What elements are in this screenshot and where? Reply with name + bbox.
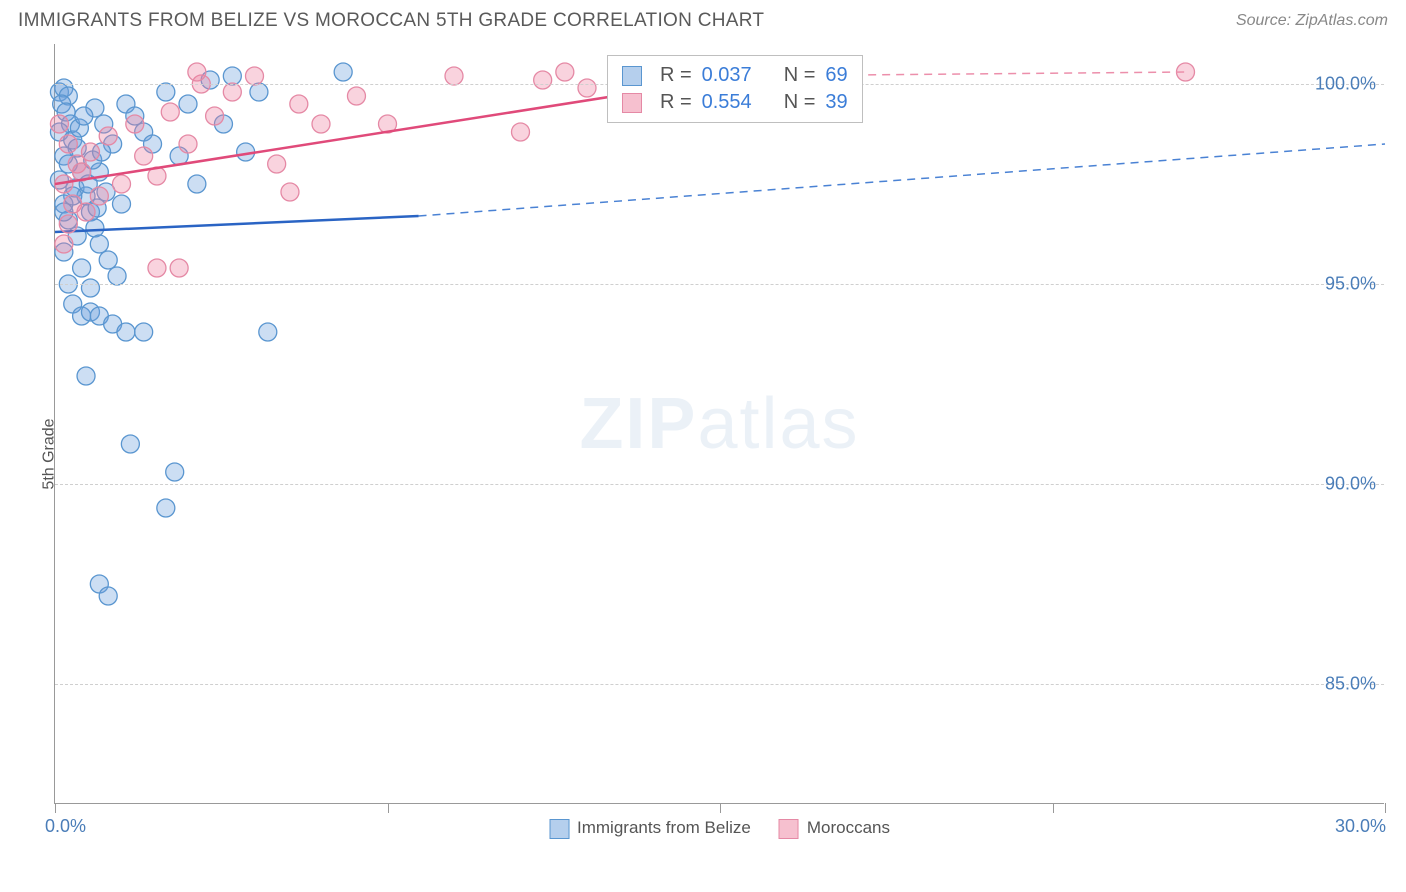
- r-value: 0.037: [702, 64, 752, 87]
- x-tick: [720, 803, 721, 813]
- data-point: [170, 259, 188, 277]
- legend-label: Immigrants from Belize: [577, 818, 751, 837]
- data-point: [108, 267, 126, 285]
- legend-item: Immigrants from Belize: [549, 818, 751, 839]
- data-point: [75, 107, 93, 125]
- data-point: [113, 195, 131, 213]
- series-legend: Immigrants from Belize Moroccans: [549, 818, 890, 839]
- x-tick: [55, 803, 56, 813]
- n-label: N =: [784, 64, 816, 87]
- chart-svg: [55, 44, 1385, 804]
- y-tick-label: 85.0%: [1325, 674, 1376, 695]
- gridline: [55, 484, 1384, 485]
- x-tick: [1385, 803, 1386, 813]
- data-point: [99, 127, 117, 145]
- legend-swatch: [779, 819, 799, 839]
- stats-legend-row: R = 0.037 N = 69: [622, 62, 848, 89]
- x-tick: [388, 803, 389, 813]
- legend-swatch: [622, 66, 642, 86]
- y-tick-label: 90.0%: [1325, 474, 1376, 495]
- x-tick-label: 0.0%: [45, 816, 86, 837]
- legend-item: Moroccans: [779, 818, 890, 839]
- data-point: [161, 103, 179, 121]
- data-point: [59, 215, 77, 233]
- data-point: [135, 323, 153, 341]
- trend-line-ext: [419, 144, 1385, 216]
- r-label: R =: [660, 64, 692, 87]
- data-point: [556, 63, 574, 81]
- gridline: [55, 684, 1384, 685]
- data-point: [334, 63, 352, 81]
- data-point: [55, 235, 73, 253]
- x-tick-label: 30.0%: [1335, 816, 1386, 837]
- data-point: [126, 115, 144, 133]
- trend-line: [55, 216, 419, 232]
- data-point: [135, 147, 153, 165]
- data-point: [73, 259, 91, 277]
- data-point: [157, 83, 175, 101]
- chart-title: IMMIGRANTS FROM BELIZE VS MOROCCAN 5TH G…: [18, 10, 764, 32]
- data-point: [259, 323, 277, 341]
- legend-swatch: [622, 93, 642, 113]
- data-point: [188, 63, 206, 81]
- data-point: [578, 79, 596, 97]
- n-value: 39: [825, 91, 847, 114]
- data-point: [290, 95, 308, 113]
- data-point: [157, 499, 175, 517]
- data-point: [512, 123, 530, 141]
- data-point: [59, 135, 77, 153]
- data-point: [206, 107, 224, 125]
- n-value: 69: [825, 64, 847, 87]
- data-point: [223, 83, 241, 101]
- data-point: [113, 175, 131, 193]
- data-point: [166, 463, 184, 481]
- data-point: [77, 203, 95, 221]
- data-point: [347, 87, 365, 105]
- data-point: [90, 187, 108, 205]
- data-point: [246, 67, 264, 85]
- data-point: [117, 323, 135, 341]
- data-point: [179, 135, 197, 153]
- source-label: Source: ZipAtlas.com: [1236, 12, 1388, 30]
- stats-legend-row: R = 0.554 N = 39: [622, 89, 848, 116]
- gridline: [55, 284, 1384, 285]
- legend-swatch: [549, 819, 569, 839]
- stats-legend: R = 0.037 N = 69 R = 0.554 N = 39: [607, 55, 863, 123]
- data-point: [121, 435, 139, 453]
- n-label: N =: [784, 91, 816, 114]
- chart-area: 5th Grade ZIPatlas 85.0%90.0%95.0%100.0%…: [18, 44, 1388, 864]
- x-tick: [1053, 803, 1054, 813]
- data-point: [90, 235, 108, 253]
- data-point: [250, 83, 268, 101]
- data-point: [99, 251, 117, 269]
- r-label: R =: [660, 91, 692, 114]
- legend-label: Moroccans: [807, 818, 890, 837]
- y-tick-label: 95.0%: [1325, 274, 1376, 295]
- data-point: [188, 175, 206, 193]
- data-point: [179, 95, 197, 113]
- r-value: 0.554: [702, 91, 752, 114]
- data-point: [148, 259, 166, 277]
- plot-region: ZIPatlas 85.0%90.0%95.0%100.0%0.0%30.0%R…: [54, 44, 1384, 804]
- data-point: [223, 67, 241, 85]
- data-point: [86, 219, 104, 237]
- data-point: [534, 71, 552, 89]
- data-point: [77, 367, 95, 385]
- data-point: [281, 183, 299, 201]
- data-point: [81, 143, 99, 161]
- data-point: [312, 115, 330, 133]
- data-point: [445, 67, 463, 85]
- data-point: [50, 115, 68, 133]
- data-point: [268, 155, 286, 173]
- y-tick-label: 100.0%: [1315, 74, 1376, 95]
- data-point: [99, 587, 117, 605]
- data-point: [81, 279, 99, 297]
